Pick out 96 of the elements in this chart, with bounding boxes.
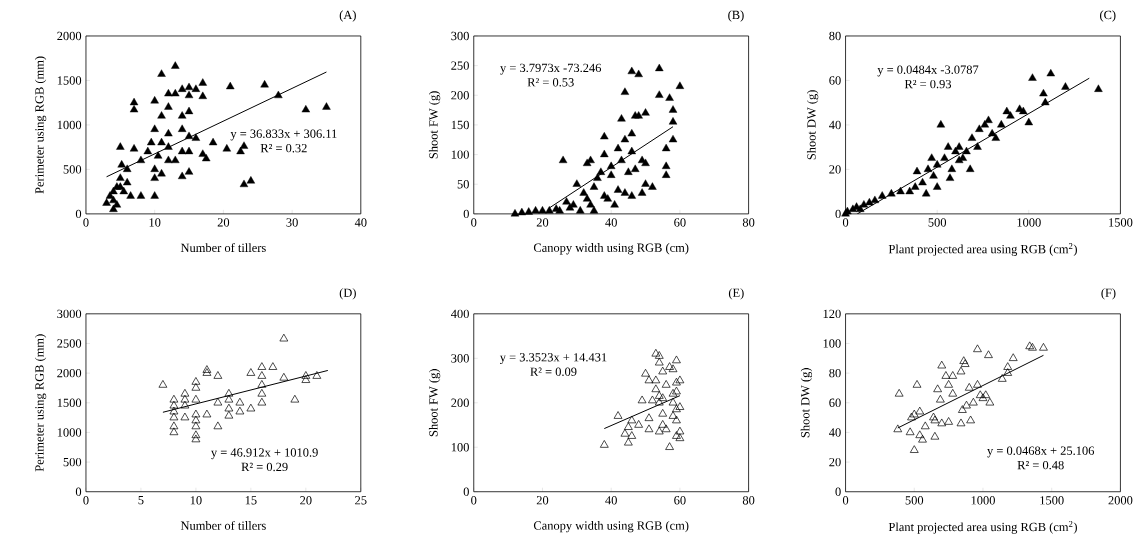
y-tick-label: 60 [829, 76, 841, 85]
y-axis-title: Shoot FW (g) [428, 369, 441, 437]
y-tick-label: 100 [823, 339, 841, 348]
y-tick-label: 80 [829, 31, 841, 41]
x-tick-label: 20 [217, 218, 230, 227]
annotation: y = 0.0484x -3.0787 [877, 65, 979, 77]
y-axis-title: Shoot DW (g) [800, 368, 813, 438]
y-tick-label: 200 [451, 398, 469, 408]
x-tick-label: 500 [905, 496, 924, 505]
y-tick-label: 100 [451, 443, 469, 452]
x-axis-title: Canopy width using RGB (cm) [533, 521, 689, 533]
x-tick-label: 40 [605, 496, 617, 505]
y-tick-label: 1000 [57, 120, 82, 130]
chart-title: (C) [1100, 10, 1116, 22]
y-tick-label: 500 [63, 165, 82, 174]
y-tick-label: 2000 [57, 31, 82, 41]
annotation: R² = 0.93 [904, 80, 952, 89]
x-tick-label: 10 [190, 496, 202, 505]
annotation: y = 0.0468x + 25.106 [987, 446, 1095, 458]
x-tick-label: 25 [355, 496, 367, 505]
y-tick-label: 150 [451, 120, 469, 130]
y-tick-label: 100 [451, 150, 469, 159]
y-tick-label: 1500 [57, 76, 82, 85]
x-tick-label: 10 [149, 218, 161, 227]
y-tick-label: 3000 [57, 309, 82, 319]
annotation: R² = 0.48 [1017, 461, 1064, 470]
y-axis-title: Perimeter using RGB (mm) [34, 56, 47, 194]
y-tick-label: 40 [829, 120, 841, 130]
x-tick-label: 0 [471, 496, 477, 505]
x-tick-label: 0 [83, 218, 89, 227]
y-axis-title: Shoot FW (g) [428, 91, 441, 159]
annotation: y = 36.833x + 306.11 [230, 129, 337, 141]
x-axis-title: Canopy width using RGB (cm) [533, 243, 689, 255]
y-tick-label: 400 [450, 309, 469, 319]
y-tick-label: 0 [463, 487, 469, 497]
y-tick-label: 0 [835, 209, 841, 219]
y-tick-label: 40 [829, 428, 841, 437]
y-tick-label: 300 [451, 354, 469, 363]
y-tick-label: 0 [463, 209, 469, 219]
y-tick-label: 0 [75, 209, 82, 219]
x-tick-label: 60 [674, 218, 686, 227]
y-axis-title: Shoot DW (g) [806, 90, 819, 160]
annotation: R² = 0.53 [527, 78, 574, 87]
annotation: y = 46.912x + 1010.9 [211, 448, 318, 460]
annotation: y = 3.7973x -73.246 [500, 63, 602, 75]
chart-title: (A) [339, 10, 356, 22]
x-tick-label: 1000 [1017, 218, 1041, 227]
chart-title: (B) [728, 10, 744, 22]
x-tick-label: 1500 [1040, 496, 1064, 505]
chart-title: (F) [1101, 288, 1116, 300]
y-axis-title: Perimeter using RGB (mm) [34, 334, 47, 472]
x-tick-label: 5 [138, 496, 144, 505]
y-tick-label: 300 [451, 31, 469, 41]
annotation: R² = 0.09 [530, 367, 577, 377]
y-tick-label: 2500 [57, 339, 82, 348]
annotation: R² = 0.29 [241, 462, 288, 472]
x-tick-label: 80 [742, 218, 755, 227]
x-tick-label: 40 [354, 218, 367, 227]
x-tick-label: 40 [605, 218, 617, 227]
y-tick-label: 1500 [57, 398, 82, 408]
chart-title: (D) [339, 288, 356, 300]
y-tick-label: 2000 [57, 369, 82, 378]
x-tick-label: 2000 [1108, 496, 1133, 505]
x-tick-label: 15 [245, 496, 257, 505]
x-tick-label: 80 [742, 496, 755, 505]
x-tick-label: 30 [286, 218, 298, 227]
x-axis-title: Number of tillers [180, 521, 266, 530]
y-tick-label: 50 [457, 180, 469, 189]
y-tick-label: 200 [451, 91, 469, 100]
x-tick-label: 500 [928, 218, 947, 227]
y-tick-label: 60 [829, 398, 841, 408]
x-axis-title: Plant projected area using RGB (cm$^{2}$) [888, 243, 1077, 257]
x-tick-label: 20 [536, 218, 549, 227]
x-tick-label: 0 [471, 218, 477, 227]
x-axis-title: Number of tillers [180, 243, 266, 253]
y-tick-label: 120 [823, 309, 841, 319]
x-tick-label: 0 [842, 496, 849, 505]
x-axis-title: Plant projected area using RGB (cm$^{2}$) [888, 521, 1077, 534]
y-tick-label: 250 [451, 61, 469, 70]
x-tick-label: 20 [300, 496, 312, 505]
x-tick-label: 0 [83, 496, 89, 505]
y-tick-label: 20 [829, 165, 841, 174]
annotation: R² = 0.32 [260, 144, 307, 153]
y-tick-label: 0 [835, 487, 841, 497]
x-tick-label: 0 [842, 218, 849, 227]
annotation: y = 3.3523x + 14.431 [499, 353, 607, 365]
y-tick-label: 0 [75, 487, 82, 497]
x-tick-label: 60 [674, 496, 686, 505]
chart-title: (E) [728, 288, 744, 300]
x-tick-label: 1500 [1109, 218, 1133, 227]
x-tick-label: 20 [536, 496, 549, 505]
y-tick-label: 80 [829, 369, 841, 378]
x-tick-label: 1000 [971, 496, 995, 505]
y-tick-label: 1000 [57, 428, 82, 437]
y-tick-label: 500 [63, 458, 82, 467]
y-tick-label: 20 [829, 458, 841, 467]
